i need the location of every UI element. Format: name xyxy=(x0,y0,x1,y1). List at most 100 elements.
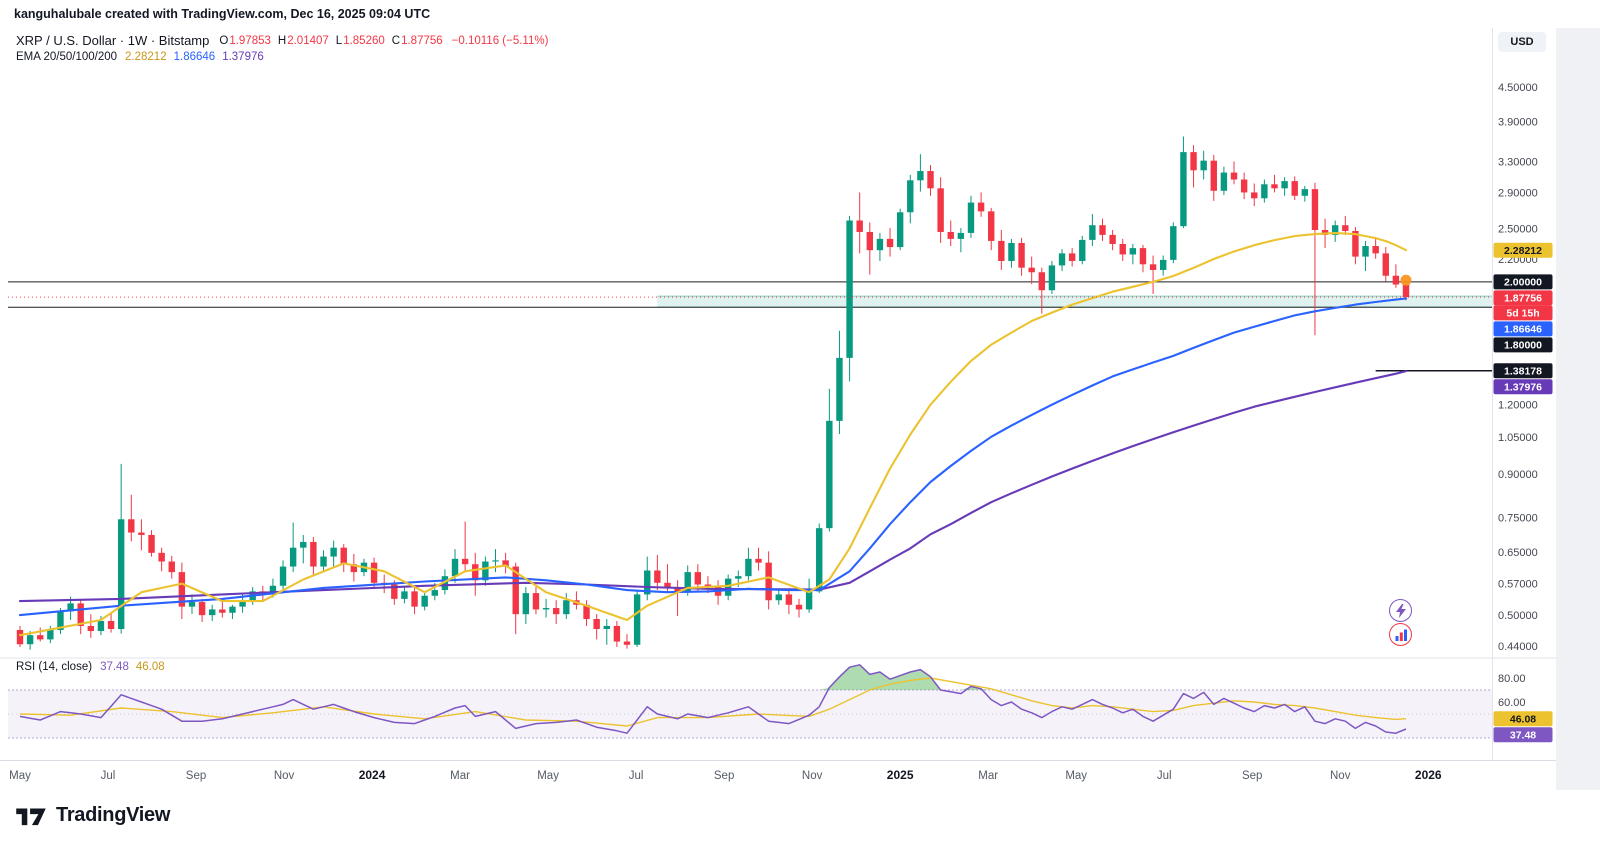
price-axis-label[interactable]: 2.90000 xyxy=(1498,188,1538,200)
candle-body xyxy=(1291,181,1298,196)
price-axis-label[interactable]: 3.30000 xyxy=(1498,157,1538,169)
candle-body xyxy=(563,600,570,615)
currency-button[interactable]: USD xyxy=(1498,32,1546,52)
candle-body xyxy=(1159,259,1167,270)
ema-purple-price-badge[interactable] xyxy=(1493,379,1553,395)
candle-body xyxy=(1119,243,1126,255)
rsi-indicator-label[interactable]: RSI (14, close) xyxy=(16,661,93,673)
price-axis-label[interactable]: 2.50000 xyxy=(1498,223,1538,235)
stats-marker-icon[interactable] xyxy=(1389,623,1412,646)
time-axis-label[interactable]: May xyxy=(537,770,559,782)
time-axis-label[interactable]: Sep xyxy=(186,770,206,782)
candle-body xyxy=(1372,246,1379,254)
ema-legend-row: EMA 20/50/100/200 2.28212 1.86646 1.3797… xyxy=(16,51,271,63)
candle-body xyxy=(269,585,277,594)
time-axis-label[interactable]: Nov xyxy=(1330,770,1351,782)
candle-body xyxy=(735,576,742,579)
rsi-value-badge[interactable] xyxy=(1493,727,1553,743)
candle-body xyxy=(219,609,226,613)
candle-body xyxy=(1028,267,1035,273)
level-2-00-price-badge[interactable] xyxy=(1493,274,1553,290)
ema-blue-value: 1.86646 xyxy=(173,51,216,63)
candle-body xyxy=(745,558,752,577)
candle-body xyxy=(289,547,297,567)
rsi-value: 37.48 xyxy=(100,661,129,673)
time-axis-label[interactable]: May xyxy=(1065,770,1087,782)
price-axis-label[interactable]: 1.20000 xyxy=(1498,400,1538,412)
price-axis-label[interactable]: 0.44000 xyxy=(1498,641,1538,653)
price-axis-label[interactable]: 0.90000 xyxy=(1498,469,1538,481)
rsi-ma-badge[interactable] xyxy=(1493,711,1553,727)
candle-body xyxy=(391,584,398,599)
candle-body xyxy=(1271,184,1278,189)
candle-body xyxy=(492,560,499,562)
rsi-axis-label[interactable]: 80.00 xyxy=(1498,673,1526,685)
time-axis-label[interactable]: 2024 xyxy=(359,768,386,782)
tradingview-logo[interactable]: TradingView xyxy=(14,803,170,827)
symbol-title[interactable]: XRP / U.S. Dollar · 1W · Bitstamp xyxy=(16,33,210,48)
candle-body xyxy=(198,602,206,616)
candle-body xyxy=(937,188,944,232)
candle-body xyxy=(856,220,863,232)
last-price-badge-text: 1.87756 xyxy=(1504,293,1542,305)
ema-blue-price-badge[interactable] xyxy=(1493,321,1553,337)
time-axis-label[interactable]: Nov xyxy=(802,770,823,782)
time-axis-label[interactable]: 2026 xyxy=(1415,768,1442,782)
candle-body xyxy=(694,572,702,585)
price-axis-label[interactable]: 0.57000 xyxy=(1498,579,1538,591)
rsi-axis-label[interactable]: 60.00 xyxy=(1498,697,1526,709)
time-axis-label[interactable]: May xyxy=(9,770,31,782)
price-axis-label[interactable]: 1.05000 xyxy=(1498,432,1538,444)
change-value: −0.10116 (−5.11%) xyxy=(451,34,549,47)
candle-body xyxy=(87,625,95,632)
time-axis-label[interactable]: Sep xyxy=(1242,770,1262,782)
candle-body xyxy=(755,558,762,563)
last-price-badge[interactable] xyxy=(1493,290,1553,306)
candle-body xyxy=(1139,248,1147,265)
price-axis-label[interactable]: 0.75000 xyxy=(1498,513,1538,525)
ema-yellow-line xyxy=(18,232,1408,637)
candle-body xyxy=(805,591,813,610)
time-axis-label[interactable]: Jul xyxy=(629,770,644,782)
candle-body xyxy=(816,528,823,592)
hline-1-38-price-badge[interactable] xyxy=(1493,363,1553,379)
time-axis-label[interactable]: 2025 xyxy=(887,768,914,782)
candle-body xyxy=(795,604,803,610)
price-axis-label[interactable]: 4.50000 xyxy=(1498,82,1538,94)
candle-body xyxy=(927,171,934,189)
ema-yellow-price-badge[interactable] xyxy=(1493,242,1553,258)
bar-countdown-badge[interactable] xyxy=(1493,305,1553,321)
time-axis-label[interactable]: Mar xyxy=(450,770,470,782)
ema-purple-line xyxy=(18,370,1408,603)
time-axis-label[interactable]: Jul xyxy=(1157,770,1172,782)
price-axis-label[interactable]: 3.90000 xyxy=(1498,116,1538,128)
level-1-80-price-badge[interactable] xyxy=(1493,337,1553,353)
ema-yellow-value: 2.28212 xyxy=(125,51,167,63)
candle-body xyxy=(684,572,691,592)
flash-marker-icon[interactable] xyxy=(1389,599,1412,622)
time-axis-label[interactable]: Mar xyxy=(978,770,998,782)
candle-body xyxy=(117,519,125,629)
price-axis-label[interactable]: 0.50000 xyxy=(1498,610,1538,622)
candle-body xyxy=(411,591,418,607)
candle-body xyxy=(1109,234,1116,244)
candle-body xyxy=(775,594,782,601)
candle-body xyxy=(1261,184,1268,199)
candle-body xyxy=(522,593,530,615)
time-axis-label[interactable]: Sep xyxy=(714,770,734,782)
candle-body xyxy=(451,558,459,577)
close-value: 1.87756 xyxy=(401,34,443,47)
time-axis-label[interactable]: Nov xyxy=(274,770,295,782)
ema-yellow-price-badge-text: 2.28212 xyxy=(1504,245,1542,257)
candle-body xyxy=(107,620,115,629)
ema-indicator-label[interactable]: EMA 20/50/100/200 xyxy=(16,51,118,63)
candle-body xyxy=(1038,272,1045,291)
time-axis-label[interactable]: Jul xyxy=(101,770,116,782)
candle-body xyxy=(724,578,732,596)
candle-body xyxy=(57,611,64,631)
candle-body xyxy=(1331,225,1339,235)
price-axis-label[interactable]: 0.65000 xyxy=(1498,547,1538,559)
candle-body xyxy=(138,532,145,535)
candle-body xyxy=(168,561,175,573)
